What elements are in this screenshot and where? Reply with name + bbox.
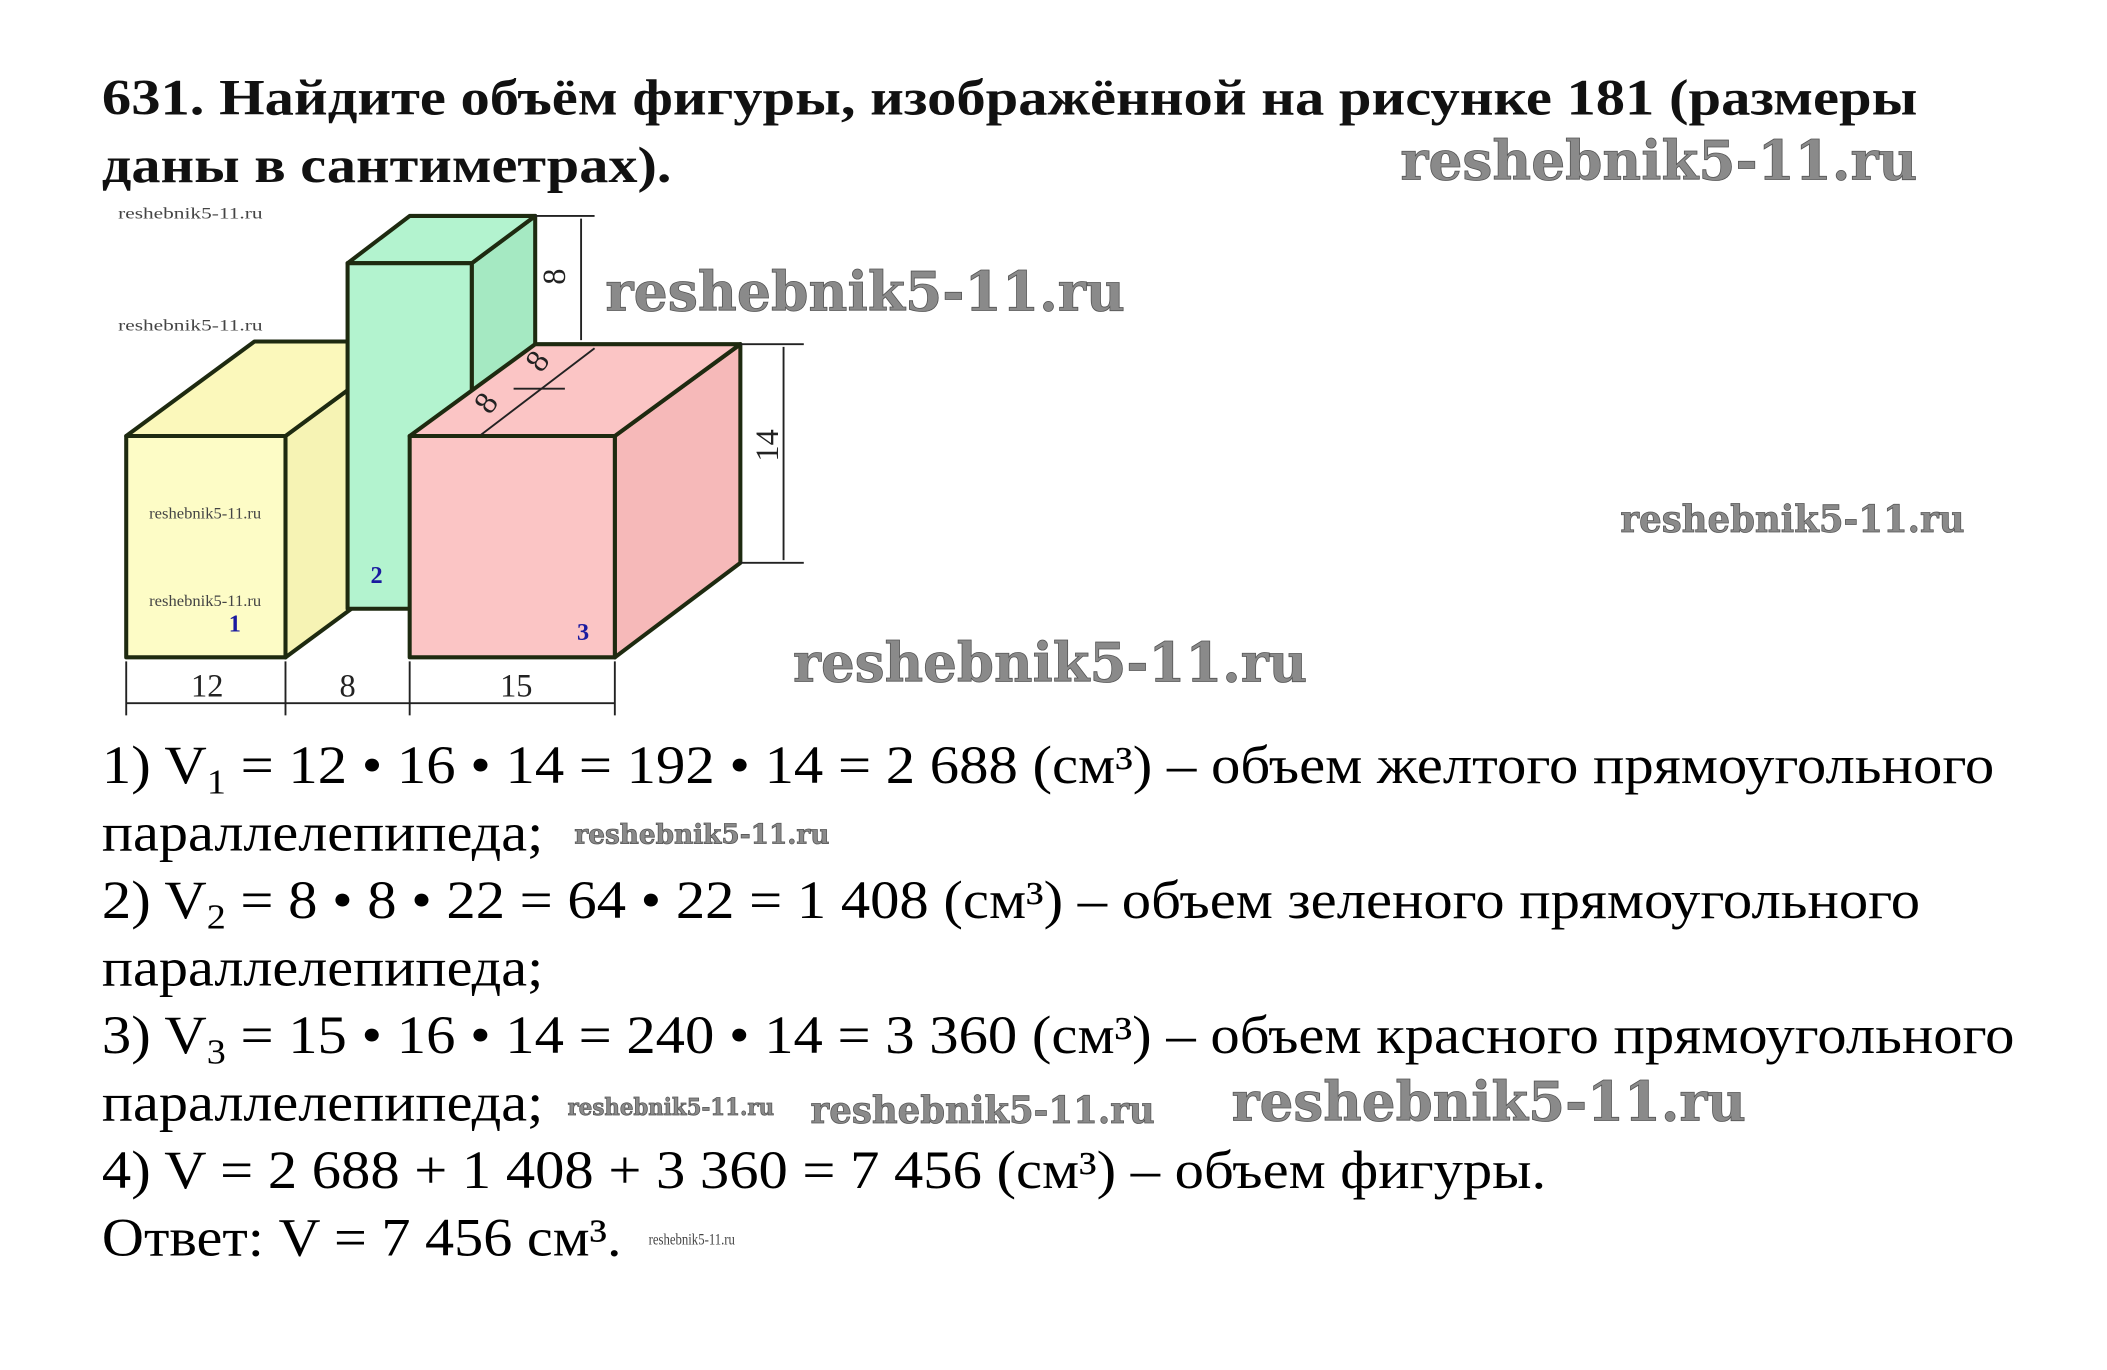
dim-height-right: 14 — [750, 429, 786, 461]
watermark: reshebnik5-11.ru — [568, 1094, 775, 1121]
figure-181: 12 8 15 8 14 8 8 1 2 3 — [124, 213, 804, 716]
block-label-1: 1 — [229, 611, 241, 638]
dim-height-top: 8 — [537, 269, 573, 285]
bottom-dimension — [125, 661, 616, 716]
task-title-line-1: 631. Найдите объём фигуры, изображённой … — [102, 70, 1917, 127]
solution-line-2: параллелепипеда; — [102, 802, 543, 862]
watermark: reshebnik5-11.ru — [1400, 129, 1917, 193]
watermark: reshebnik5-11.ru — [118, 317, 262, 335]
block-label-2: 2 — [371, 562, 383, 589]
watermark: reshebnik5-11.ru — [149, 504, 261, 522]
solution-line-4: параллелепипеда; — [102, 937, 543, 997]
watermark: reshebnik5-11.ru — [605, 259, 1125, 323]
watermark: reshebnik5-11.ru — [1620, 497, 1964, 541]
watermark: reshebnik5-11.ru — [811, 1088, 1155, 1132]
answer-line: Ответ: V = 7 456 см³. — [102, 1207, 622, 1267]
task-title-line-2: даны в сантиметрах). — [102, 137, 672, 194]
red-block — [407, 342, 743, 660]
watermark: reshebnik5-11.ru — [149, 592, 261, 610]
solution-line-6: параллелепипеда; — [102, 1072, 543, 1132]
watermark: reshebnik5-11.ru — [649, 1230, 735, 1248]
dim-width-3: 15 — [500, 668, 532, 704]
watermarks: reshebnik5-11.ru reshebnik5-11.ru resheb… — [118, 128, 1965, 1248]
watermark: reshebnik5-11.ru — [793, 631, 1307, 695]
dim-width-1: 12 — [191, 668, 223, 704]
watermark: reshebnik5-11.ru — [1232, 1069, 1746, 1133]
block-label-3: 3 — [577, 619, 589, 646]
watermark: reshebnik5-11.ru — [574, 820, 829, 851]
solution-line-7: 4) V = 2 688 + 1 408 + 3 360 = 7 456 (см… — [102, 1140, 1546, 1200]
dim-width-2: 8 — [339, 668, 355, 704]
watermark: reshebnik5-11.ru — [118, 205, 262, 223]
